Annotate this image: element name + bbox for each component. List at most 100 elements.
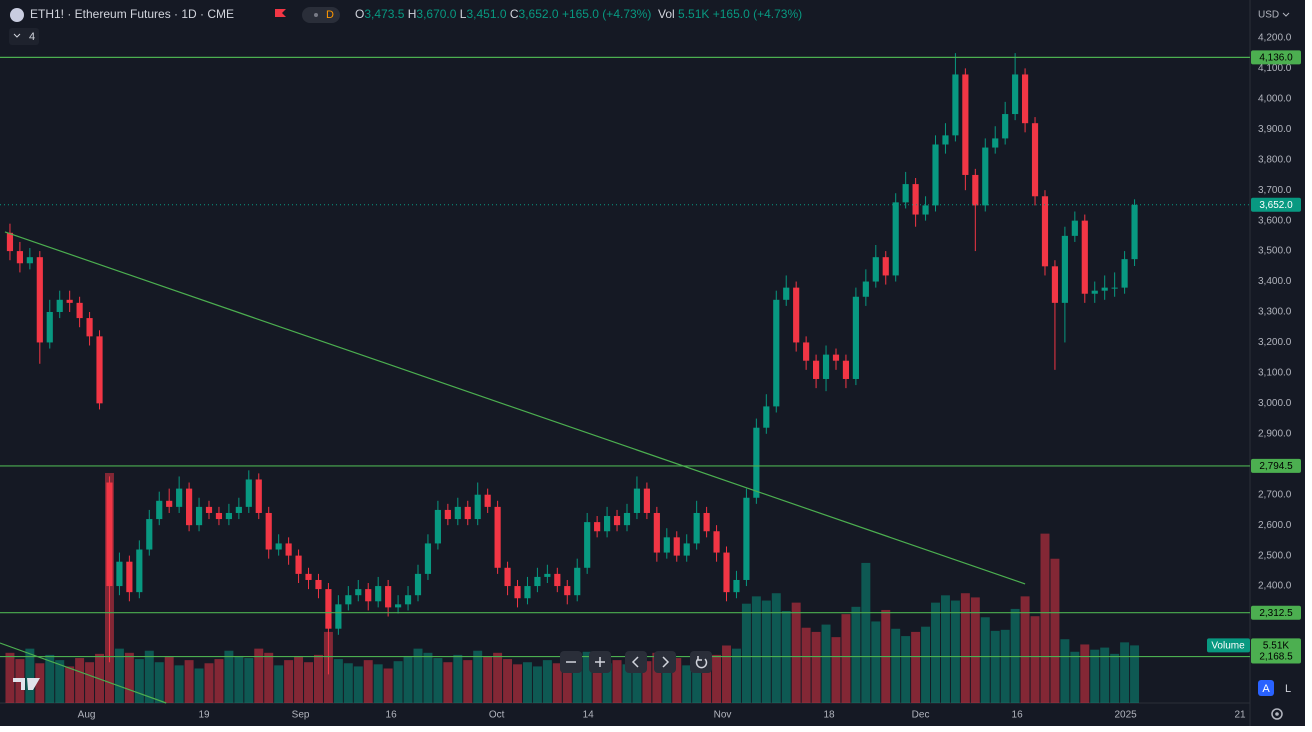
candle-body <box>335 604 342 629</box>
candle-body <box>395 604 402 608</box>
candle-body <box>464 506 471 520</box>
volume-bar <box>960 593 970 703</box>
change: +165.0 (+4.73%) <box>562 7 651 21</box>
volume-bar <box>403 655 413 703</box>
symbol-icon <box>10 8 24 22</box>
volume-bar <box>682 665 692 703</box>
y-tick-label: 3,600.0 <box>1258 215 1292 226</box>
candle-body <box>604 516 611 532</box>
y-tick-label: 4,000.0 <box>1258 93 1292 104</box>
volume-bar <box>811 631 821 703</box>
volume-bar <box>1070 651 1080 703</box>
volume-badge-value-box <box>1251 638 1301 653</box>
candle-body <box>1031 123 1039 197</box>
level-box <box>1251 649 1301 664</box>
candle-body <box>414 573 422 596</box>
level-box <box>1251 50 1301 65</box>
candle-body <box>1021 74 1029 124</box>
candle-body <box>534 576 541 587</box>
volume-bar <box>25 648 35 703</box>
candle-body <box>245 479 252 507</box>
candle-body <box>365 589 372 602</box>
trend-line <box>4 231 1026 585</box>
candle-body <box>852 296 859 379</box>
candle-body <box>176 488 183 507</box>
indicator-toggle[interactable] <box>9 28 39 45</box>
candle-body <box>1121 259 1128 288</box>
volume-bar <box>473 650 483 703</box>
candle-body <box>255 479 262 513</box>
candle-body <box>703 512 710 532</box>
candle-body <box>1101 287 1108 291</box>
volume-bar <box>45 654 55 703</box>
y-tick-label: 3,500.0 <box>1258 246 1292 257</box>
scroll-left-button[interactable] <box>625 651 647 673</box>
volume-bar <box>1100 647 1110 703</box>
y-tick-label: 3,000.0 <box>1258 398 1292 409</box>
volume-bar <box>911 631 921 703</box>
candle-body <box>375 586 382 602</box>
volume-bar <box>940 595 950 703</box>
volume-bar <box>632 655 642 703</box>
candle-body <box>882 257 889 276</box>
candle-body <box>822 354 830 379</box>
volume-bar <box>821 624 831 703</box>
badge[interactable] <box>302 7 340 23</box>
ohlc-key: O <box>355 7 364 21</box>
volume-bar <box>1010 608 1020 703</box>
candle-body <box>514 586 521 599</box>
level-label: 2,168.5 <box>1259 652 1293 663</box>
candle-body <box>812 360 820 379</box>
candle-body <box>932 144 939 206</box>
reset-button[interactable] <box>690 651 712 673</box>
volume-info: Vol 5.51K +165.0 (+4.73%) <box>658 7 802 21</box>
volume-badge-box <box>1207 638 1250 653</box>
volume-bar <box>373 664 383 703</box>
volume-badge-name: Volume <box>1211 641 1245 652</box>
candle-body <box>892 202 899 276</box>
candle-body <box>444 509 451 520</box>
chevron-icon <box>13 33 21 38</box>
log-scale-button[interactable]: L <box>1285 683 1291 695</box>
volume-bar <box>851 606 861 703</box>
reset-icon <box>695 656 708 669</box>
settings-icon[interactable] <box>1271 708 1283 720</box>
volume-bar <box>1110 653 1120 703</box>
volume-bar <box>224 650 234 703</box>
flag-icon[interactable] <box>275 9 286 17</box>
volume-bar <box>363 660 373 703</box>
candle-body <box>594 522 601 532</box>
candle-body <box>544 573 551 577</box>
volume-bar <box>1050 558 1060 703</box>
y-tick-label: 4,100.0 <box>1258 63 1292 74</box>
currency[interactable]: USD <box>1258 10 1279 21</box>
candle-body <box>156 500 163 520</box>
volume-badge-value: 5.51K <box>1263 641 1289 652</box>
volume-bar <box>642 661 652 703</box>
volume-bar <box>1040 533 1050 703</box>
volume-bar <box>841 614 851 703</box>
candle-body <box>16 251 23 264</box>
volume-bar <box>622 664 632 703</box>
candle-body <box>1012 74 1019 115</box>
ohlc-key: C <box>510 7 519 21</box>
candle-body <box>345 595 352 605</box>
volume-bar <box>712 654 722 703</box>
x-tick-label: 14 <box>583 710 595 721</box>
auto-scale-button[interactable] <box>1258 680 1274 696</box>
symbol[interactable]: ETH1! · Ethereum Futures · 1D · CME <box>30 7 234 21</box>
candle-body <box>26 257 33 264</box>
candle-body <box>404 595 412 605</box>
y-tick-label: 3,300.0 <box>1258 307 1292 318</box>
candle-body <box>1131 204 1138 260</box>
volume-bar <box>493 652 503 703</box>
candle-body <box>623 512 631 526</box>
volume-bar <box>453 654 463 703</box>
volume-bar <box>5 652 15 703</box>
candle-body <box>265 512 272 550</box>
candle-body <box>584 522 591 568</box>
candle-body <box>504 567 511 587</box>
scroll-right-button[interactable] <box>654 651 676 673</box>
volume-bar <box>333 659 343 703</box>
